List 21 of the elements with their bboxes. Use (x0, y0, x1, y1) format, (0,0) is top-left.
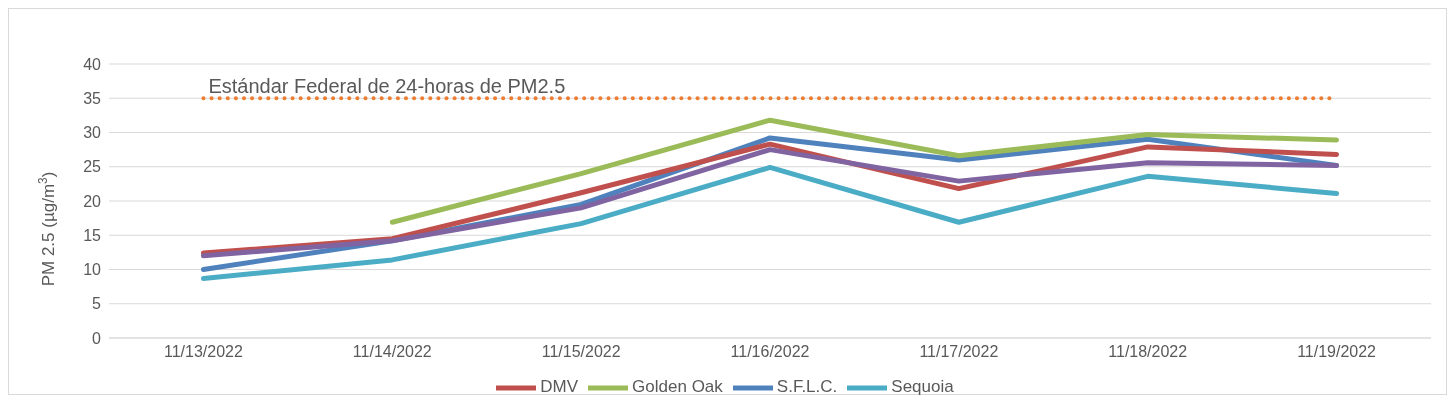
x-tick-label: 11/19/2022 (1297, 343, 1377, 361)
x-tick-label: 11/18/2022 (1108, 343, 1188, 361)
y-tick-label: 35 (83, 89, 102, 107)
y-tick-label: 40 (83, 55, 102, 73)
x-tick-label: 11/15/2022 (541, 343, 621, 361)
legend-label: Sequoia (891, 377, 954, 397)
ref-line-label: Estándar Federal de 24-horas de PM2.5 (208, 75, 566, 98)
x-tick-label: 11/13/2022 (163, 343, 243, 361)
x-tick-label: 11/17/2022 (919, 343, 999, 361)
y-tick-label: 0 (92, 329, 102, 347)
x-tick-label: 11/14/2022 (352, 343, 432, 361)
y-tick-label: 30 (83, 124, 102, 142)
y-tick-label: 25 (83, 158, 102, 176)
legend-label: DMV (540, 377, 579, 397)
legend-label: Golden Oak (632, 377, 723, 397)
x-tick-label: 11/16/2022 (730, 343, 810, 361)
y-tick-label: 5 (92, 295, 102, 313)
y-tick-label: 10 (83, 261, 102, 279)
legend-label: S.F.L.C. (776, 377, 838, 397)
y-tick-label: 20 (83, 192, 102, 210)
y-tick-label: 15 (83, 226, 102, 244)
